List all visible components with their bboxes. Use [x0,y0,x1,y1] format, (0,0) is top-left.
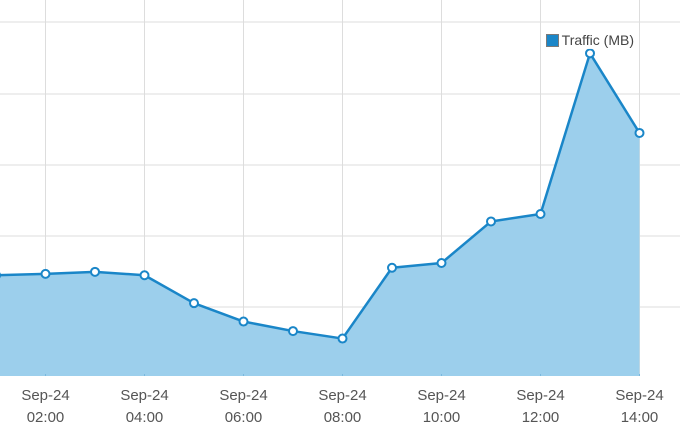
x-axis: Sep-24 02:00 Sep-24 04:00 Sep-24 06:00 Sep-24 0… [21,387,663,426]
data-point-2 [90,266,100,277]
data-point-8 [387,262,397,273]
data-point-10 [486,216,496,227]
data-point-4 [189,298,199,309]
x-tick-label-date-3: Sep-24 [318,387,366,404]
x-tick-label-date-5: Sep-24 [516,387,564,404]
x-tick-label-time-2: 06:00 [225,409,263,426]
x-tick-label-time-1: 04:00 [126,409,164,426]
data-point-1 [40,268,51,279]
data-point-11 [535,208,546,219]
data-point-9 [436,257,447,268]
x-tick-label-date-0: Sep-24 [21,387,69,404]
chart-points-layer [0,48,645,344]
data-point-6 [288,326,298,337]
legend-label: Traffic (MB) [561,32,634,48]
x-tick-label-date-2: Sep-24 [219,387,267,404]
data-point-7 [337,333,348,344]
data-point-13 [634,127,645,138]
x-tick-label-time-6: 14:00 [621,409,659,426]
data-point-12 [585,48,595,59]
x-tick-label-time-5: 12:00 [522,409,560,426]
x-tick-label-date-1: Sep-24 [120,387,168,404]
chart-legend: Traffic (MB) [542,31,637,49]
series-area [0,53,640,376]
data-point-5 [238,316,249,327]
x-tick-label-date-6: Sep-24 [615,387,663,404]
x-tick-label-time-3: 08:00 [324,409,362,426]
x-tick-label-date-4: Sep-24 [417,387,465,404]
legend-swatch [545,33,559,47]
x-tick-label-time-4: 10:00 [423,409,461,426]
data-point-3 [139,270,150,281]
series-line [0,52,641,340]
x-tick-label-time-0: 02:00 [27,409,65,426]
chart-area-layer [0,52,641,376]
